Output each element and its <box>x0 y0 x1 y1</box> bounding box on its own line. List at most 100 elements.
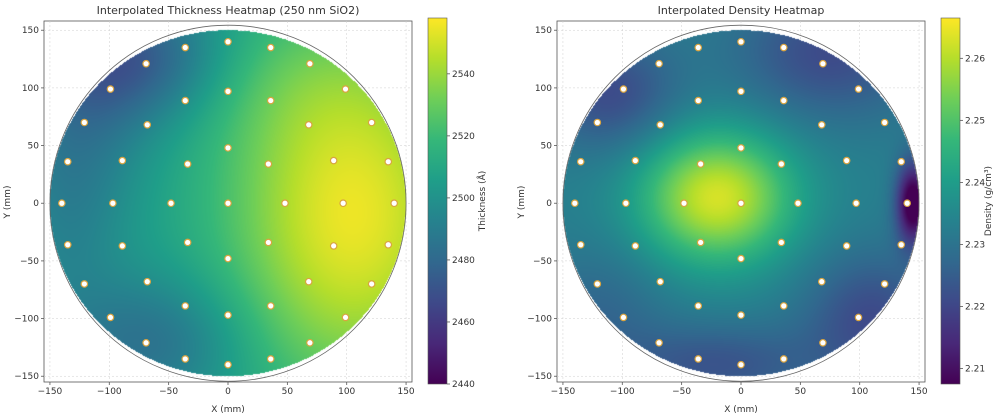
density-measurement-point <box>694 96 703 105</box>
thickness-chart-title: Interpolated Thickness Heatmap (250 nm S… <box>97 4 360 17</box>
thickness-x-tick-label: 100 <box>338 387 355 397</box>
thickness-y-tick-label: 0 <box>33 199 39 209</box>
density-y-tick-label: −100 <box>527 315 552 325</box>
thickness-wafer-edge <box>49 24 407 382</box>
thickness-measurement-point <box>264 160 273 168</box>
density-x-tick-label: −50 <box>672 387 691 397</box>
thickness-measurement-point <box>341 85 350 93</box>
density-measurement-point <box>593 280 602 288</box>
thickness-measurement-point <box>181 43 190 52</box>
density-measurement-point <box>656 121 665 129</box>
thickness-measurement-point <box>106 313 115 322</box>
thickness-measurement-point <box>183 238 192 247</box>
thickness-measurement-point <box>341 313 350 322</box>
thickness-measurement-point <box>142 59 150 68</box>
density-x-tick-label: 100 <box>851 387 868 397</box>
density-measurement-point <box>694 355 703 363</box>
density-colorbar-tick-label: 2.21 <box>965 364 985 374</box>
thickness-measurement-point <box>384 157 393 166</box>
density-measurement-point <box>777 238 786 247</box>
density-x-tick-label: 50 <box>795 387 807 397</box>
thickness-measurement-point <box>224 311 232 319</box>
density-panel: Interpolated Density Heatmap −150 −100 −50… <box>517 4 994 415</box>
density-measurement-point <box>903 199 911 208</box>
thickness-x-tick-label: −100 <box>97 387 122 397</box>
thickness-measurement-points <box>58 37 398 369</box>
thickness-measurement-point <box>304 121 313 129</box>
thickness-measurement-point <box>80 280 89 288</box>
density-measurement-point <box>737 37 745 46</box>
density-measurement-point <box>631 156 640 165</box>
density-measurement-point <box>655 59 663 68</box>
thickness-measurement-point <box>106 85 115 93</box>
density-y-tick-label: −50 <box>533 257 552 267</box>
density-measurement-point <box>842 156 851 165</box>
density-measurement-point <box>779 302 788 310</box>
thickness-y-tick-label: −100 <box>14 315 39 325</box>
density-measurement-point <box>854 85 863 93</box>
density-measurement-point <box>576 157 585 166</box>
density-measurement-point <box>819 338 827 347</box>
density-x-tick-label: −100 <box>610 387 635 397</box>
density-measurement-point <box>619 85 628 93</box>
thickness-measurement-point <box>224 199 232 208</box>
density-measurement-point <box>777 160 786 168</box>
thickness-measurement-point <box>167 199 175 208</box>
thickness-x-axis-label: X (mm) <box>211 405 245 415</box>
thickness-measurement-point <box>339 199 347 208</box>
density-colorbar-tick-label: 2.25 <box>965 116 985 126</box>
thickness-measurement-point <box>224 87 232 96</box>
density-chart-title: Interpolated Density Heatmap <box>658 4 825 17</box>
density-measurement-point <box>737 360 745 369</box>
thickness-measurement-point <box>224 254 232 263</box>
density-measurement-point <box>852 199 860 208</box>
thickness-colorbar-tick-label: 2500 <box>452 194 475 204</box>
thickness-measurement-point <box>63 157 72 166</box>
thickness-measurement-point <box>224 37 232 46</box>
thickness-colorbar-tick-label: 2540 <box>452 70 475 80</box>
thickness-measurement-point <box>80 118 89 127</box>
thickness-measurement-point <box>143 121 152 129</box>
density-measurement-point <box>880 280 889 288</box>
thickness-colorbar-tick-label: 2520 <box>452 132 475 142</box>
thickness-measurement-point <box>118 242 127 250</box>
density-measurement-point <box>817 277 826 286</box>
thickness-colorbar-tick-label: 2480 <box>452 256 475 266</box>
density-colorbar-label: Density (g/cm³) <box>984 166 994 236</box>
thickness-measurement-point <box>118 156 127 165</box>
density-measurement-point <box>737 87 745 96</box>
thickness-x-tick-label: −50 <box>159 387 178 397</box>
thickness-measurement-point <box>224 144 232 152</box>
thickness-measurement-point <box>142 338 150 347</box>
thickness-measurement-point <box>266 43 275 52</box>
thickness-measurement-point <box>367 280 376 288</box>
thickness-measurement-point <box>329 242 338 250</box>
thickness-y-ticks: −150 −100 −50 0 50 100 150 <box>14 26 44 382</box>
density-measurement-point <box>656 277 665 286</box>
thickness-measurement-point <box>304 277 313 286</box>
density-x-tick-label: 0 <box>738 387 744 397</box>
thickness-measurement-point <box>181 302 190 310</box>
thickness-x-tick-label: 150 <box>397 387 414 397</box>
thickness-colorbar-ticks: 2440 2460 2480 2500 2520 2540 <box>447 70 475 390</box>
thickness-y-tick-label: 50 <box>28 142 40 152</box>
density-measurement-point <box>779 355 788 363</box>
density-measurement-point <box>737 199 745 208</box>
density-y-axis-label: Y (mm) <box>517 186 527 220</box>
density-measurement-point <box>819 59 827 68</box>
density-colorbar-tick-label: 2.22 <box>965 302 985 312</box>
thickness-measurement-point <box>183 160 192 168</box>
density-measurement-point <box>696 160 705 168</box>
density-x-tick-label: 150 <box>910 387 927 397</box>
density-colorbar <box>940 17 961 385</box>
thickness-measurement-point <box>306 338 314 347</box>
thickness-y-tick-label: −50 <box>20 257 39 267</box>
density-measurement-point <box>880 118 889 127</box>
density-measurement-point <box>631 242 640 250</box>
density-measurement-point <box>779 43 788 52</box>
density-measurement-point <box>655 338 663 347</box>
density-measurement-point <box>619 313 628 322</box>
density-colorbar-tick-label: 2.24 <box>965 178 985 188</box>
density-y-tick-label: 50 <box>541 142 553 152</box>
